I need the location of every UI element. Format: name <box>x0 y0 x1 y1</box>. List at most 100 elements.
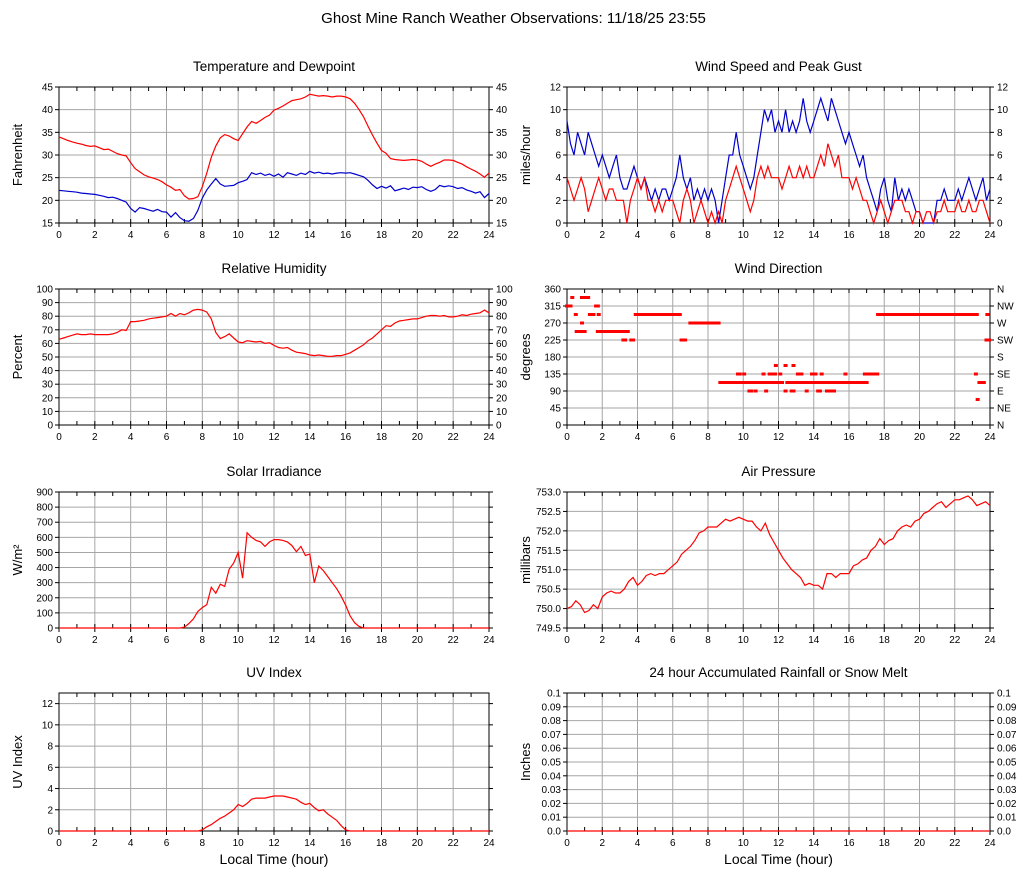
wind-direction-point <box>570 296 575 299</box>
x-tick-label: 8 <box>200 432 206 443</box>
x-tick-label: 4 <box>128 635 134 646</box>
x-tick-label: 12 <box>268 432 280 443</box>
x-tick-label: 0 <box>56 230 62 241</box>
wind-direction-point <box>625 330 630 333</box>
x-tick-label: 14 <box>808 230 820 241</box>
x-tick-label: 22 <box>949 230 961 241</box>
wind-direction-point <box>764 389 769 393</box>
y-tick-label: 100 <box>36 608 53 619</box>
x-tick-label: 24 <box>483 230 495 241</box>
x-tick-label: 0 <box>564 432 570 443</box>
y-tick-label: 600 <box>36 533 53 544</box>
wind-direction-point <box>981 381 986 384</box>
wind-direction-point <box>804 389 809 393</box>
y-tick-label: 0.08 <box>542 716 562 727</box>
x-tick-label: 18 <box>376 635 388 646</box>
y-tick-label: 12 <box>42 699 54 710</box>
y-tick-label-right: 60 <box>496 339 508 350</box>
x-tick-label: 2 <box>599 838 605 849</box>
wind-direction-point <box>783 389 788 393</box>
y-tick-label-right: 0.1 <box>997 689 1011 700</box>
x-tick-label: 6 <box>164 230 170 241</box>
x-tick-label: 14 <box>304 838 316 849</box>
y-tick-label: 0.09 <box>542 702 562 713</box>
wind-direction-point <box>783 364 788 367</box>
y-tick-label: 0.05 <box>542 758 562 769</box>
x-tick-label: 16 <box>843 635 855 646</box>
x-tick-label: 2 <box>92 432 98 443</box>
y-tick-label: 752.5 <box>536 507 561 518</box>
y-tick-label-right: 0.01 <box>997 813 1017 824</box>
y-axis-label: millibars <box>518 536 533 584</box>
y-tick-label: 0 <box>47 624 53 635</box>
y-tick-label: 90 <box>550 387 562 398</box>
x-axis-label: Local Time (hour) <box>724 851 833 867</box>
y-axis-label: W/m² <box>10 544 25 576</box>
x-tick-label: 12 <box>268 838 280 849</box>
x-tick-label: 16 <box>340 230 352 241</box>
y-tick-label: 0.04 <box>542 771 562 782</box>
y-tick-label: 0.03 <box>542 785 562 796</box>
page-title: Ghost Mine Ranch Weather Observations: 1… <box>321 10 706 27</box>
y-axis-label: Fahrenheit <box>10 124 25 187</box>
x-tick-label: 10 <box>738 635 750 646</box>
wind-direction-point <box>753 389 758 393</box>
y-tick-label: 4 <box>555 173 561 184</box>
x-tick-label: 24 <box>984 230 996 241</box>
y-axis-label: Percent <box>10 334 25 379</box>
x-tick-label: 22 <box>448 230 460 241</box>
x-tick-label: 16 <box>340 635 352 646</box>
x-tick-label: 18 <box>376 838 388 849</box>
wind-direction-point <box>838 381 843 384</box>
y-tick-label-right: 10 <box>496 407 508 418</box>
y-tick-label: 0.0 <box>547 827 561 838</box>
y-tick-label: 500 <box>36 548 53 559</box>
x-tick-label: 12 <box>773 838 785 849</box>
series-wind-speed <box>566 143 991 226</box>
wind-direction-point <box>677 313 682 316</box>
y-tick-label-right: 50 <box>496 353 508 364</box>
x-tick-label: 0 <box>564 635 570 646</box>
wind-direction-point <box>799 372 804 376</box>
y-tick-label-right: 0.02 <box>997 799 1017 810</box>
x-tick-label: 12 <box>773 635 785 646</box>
wind-direction-point <box>819 372 824 376</box>
wind-direction-point <box>737 372 742 376</box>
x-tick-label: 22 <box>949 635 961 646</box>
x-tick-label: 0 <box>56 635 62 646</box>
y-tick-label: 10 <box>42 407 54 418</box>
wind-direction-point <box>622 330 627 333</box>
y-tick-label-right: S <box>997 353 1004 364</box>
chart-title: Relative Humidity <box>221 261 326 276</box>
y-tick-label: 30 <box>42 151 54 162</box>
wind-direction-point <box>683 338 688 342</box>
y-tick-label: 25 <box>42 173 54 184</box>
wind-direction-point <box>769 372 774 376</box>
x-tick-label: 6 <box>670 838 676 849</box>
x-tick-label: 8 <box>705 838 711 849</box>
x-tick-label: 24 <box>984 838 996 849</box>
y-tick-label: 753.0 <box>536 488 561 499</box>
wind-direction-point <box>573 313 578 316</box>
x-tick-label: 24 <box>984 432 996 443</box>
y-tick-label: 800 <box>36 503 53 514</box>
wind-direction-point <box>581 296 586 299</box>
series-pressure <box>566 495 991 614</box>
x-tick-label: 6 <box>670 230 676 241</box>
wind-direction-point <box>568 304 573 308</box>
x-tick-label: 18 <box>376 432 388 443</box>
y-tick-label: 70 <box>42 325 54 336</box>
x-tick-label: 12 <box>268 230 280 241</box>
chart-title: Wind Direction <box>735 261 823 276</box>
x-tick-label: 6 <box>670 635 676 646</box>
y-tick-label: 6 <box>47 763 53 774</box>
y-tick-label-right: 0 <box>496 421 502 432</box>
chart-title: UV Index <box>246 665 302 680</box>
y-tick-label: 50 <box>42 353 54 364</box>
x-tick-label: 20 <box>412 432 424 443</box>
x-tick-label: 4 <box>635 432 641 443</box>
y-tick-label-right: 0.04 <box>997 771 1017 782</box>
